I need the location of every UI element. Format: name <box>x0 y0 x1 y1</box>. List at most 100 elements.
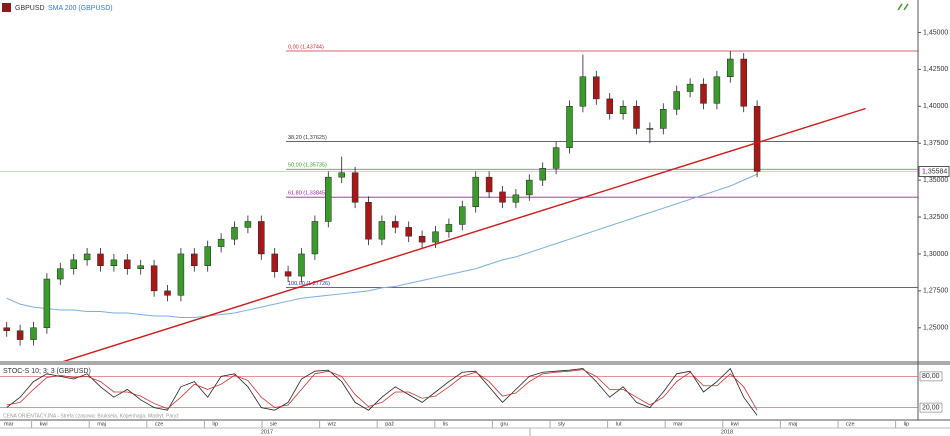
candle-body <box>713 76 721 104</box>
fib-label: 0,00 (1,43744) <box>288 44 324 50</box>
month-label: lip <box>904 421 910 427</box>
candle-body <box>526 179 533 196</box>
candle-body <box>30 327 37 340</box>
candle-body <box>204 246 211 267</box>
month-label: wrz <box>327 421 337 427</box>
month-label: maj <box>788 421 797 427</box>
candle-body <box>57 268 64 280</box>
stochastic-line <box>6 367 758 416</box>
month-label: lis <box>443 421 448 427</box>
candle-body <box>298 253 305 277</box>
candle-body <box>633 106 640 129</box>
axes: 1,25000 1,27500 1,30000 1,32500 1,35000 1,375… <box>4 29 950 436</box>
candle-body <box>418 235 426 243</box>
candle-body <box>740 58 747 107</box>
month-label: cze <box>846 421 855 427</box>
candle-body <box>311 221 319 255</box>
candle-body <box>686 83 694 92</box>
y-tick-label: 1,27500 <box>923 288 948 295</box>
y-tick-label: 1,37500 <box>923 140 948 147</box>
candle-body <box>485 176 493 193</box>
candle-body <box>378 221 386 240</box>
candle-body <box>539 168 546 181</box>
symbol: GBPUSD <box>15 5 45 12</box>
candle-body <box>191 253 198 267</box>
month-label: lut <box>616 421 622 427</box>
y-tick-label: 1,32500 <box>923 214 948 221</box>
candle-body <box>392 221 399 228</box>
y-tick-label: 1,42500 <box>923 66 948 73</box>
candle-body <box>753 106 761 172</box>
candle-body <box>244 221 252 228</box>
candle-body <box>258 221 265 255</box>
month-label: gru <box>500 421 508 427</box>
stochastic-tick-label: 80,00 <box>922 373 940 380</box>
candle-body <box>338 172 345 178</box>
candle-body <box>110 259 118 267</box>
candle-body <box>231 227 238 240</box>
month-label: paź <box>385 421 394 427</box>
y-tick-label: 1,30000 <box>923 251 948 258</box>
candle-body <box>43 278 51 329</box>
footnote: CENA ORIENTACYJNA - Strefa czasowa: Bruk… <box>3 413 179 419</box>
candle-body <box>164 290 171 296</box>
toolbar-icons[interactable] <box>897 3 909 11</box>
last-price-label: 1,35584 <box>922 168 947 175</box>
candle-body <box>552 147 560 169</box>
candle-body <box>97 253 104 267</box>
candle-body <box>606 98 613 114</box>
candle-body <box>445 224 453 233</box>
candle-body <box>217 238 225 247</box>
month-label: kwi <box>40 421 48 427</box>
y-tick-label: 1,25000 <box>923 325 948 332</box>
indicator-name: SMA 200 (GBPUSD) <box>48 5 113 12</box>
fib-label: 50,00 (1,35735) <box>288 163 327 169</box>
y-tick-label: 1,35000 <box>923 177 948 184</box>
month-label: maj <box>97 421 106 427</box>
candle-body <box>325 176 332 222</box>
candle-body <box>150 265 158 292</box>
year-label: 2018 <box>721 429 733 435</box>
month-label: mar <box>4 421 14 427</box>
candle-body <box>365 202 372 240</box>
candle-body <box>660 108 667 129</box>
candle-body <box>284 271 292 277</box>
month-label: mar <box>673 421 683 427</box>
month-label: cze <box>155 421 164 427</box>
sma-line <box>6 173 758 318</box>
candle-body <box>16 330 24 340</box>
candle-body <box>177 253 185 296</box>
candle-body <box>593 76 600 100</box>
month-label: lip <box>212 421 218 427</box>
stochastic-tick-box <box>919 371 943 382</box>
stochastic-title: STOC-S 10; 3; 3 (GBPUSD) <box>3 368 91 375</box>
month-label: sie <box>270 421 277 427</box>
stochastic-tick-box <box>919 402 943 413</box>
plot-area: 0,00 (1,43744) 38,20 (1,37625) 50,00 (1,35… <box>0 44 918 361</box>
candle-body <box>70 259 77 269</box>
candle-body <box>271 253 278 272</box>
symbol-icon <box>2 3 11 12</box>
stochastic-line <box>6 369 758 411</box>
candle-body <box>512 194 520 203</box>
candle-body <box>405 227 412 237</box>
candle-body <box>472 176 479 207</box>
stochastic-panel <box>0 367 918 416</box>
candle-body <box>619 106 627 114</box>
candle-body <box>3 327 10 331</box>
month-label: sty <box>558 421 565 427</box>
y-tick-label: 1,40000 <box>923 103 948 110</box>
candle-body <box>351 172 359 203</box>
candle-body <box>673 91 680 110</box>
y-tick-label: 1,45000 <box>923 29 948 36</box>
fib-label: 61,80 (1,33845) <box>288 191 327 197</box>
year-label: 2017 <box>261 429 273 435</box>
candle-body <box>700 83 707 104</box>
candle-body <box>137 265 144 269</box>
candle-body <box>499 191 506 203</box>
candle-body <box>579 76 587 107</box>
candle-body <box>83 253 91 261</box>
